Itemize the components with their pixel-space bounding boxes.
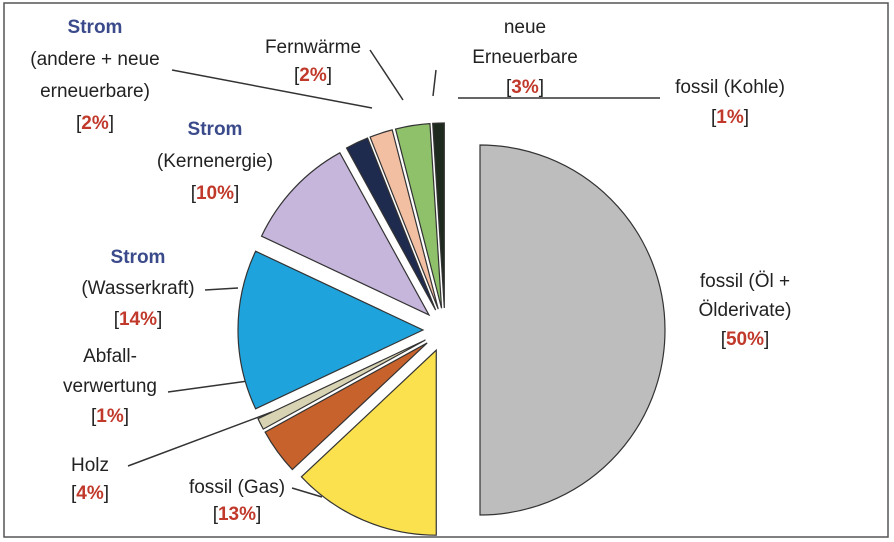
slice-label: Strom (Kernenergie) <box>157 119 273 172</box>
value-label: [50%] <box>721 329 770 350</box>
pie-slice <box>257 339 426 430</box>
leader-line <box>369 49 404 101</box>
pie-slice <box>345 137 437 311</box>
slice-label: fossil (Gas) <box>189 477 285 498</box>
value-part: 4% <box>76 483 104 504</box>
value-part: 13% <box>218 504 256 525</box>
label-line: Erneuerbare <box>472 47 578 68</box>
value-label: [1%] <box>91 406 129 427</box>
leader-line <box>291 487 323 498</box>
value-part: [ <box>213 504 219 525</box>
value-part: 3% <box>511 77 539 98</box>
slice-label: Strom (Wasserkraft) <box>81 247 194 299</box>
value-part: ] <box>157 309 162 330</box>
value-label: [14%] <box>114 309 163 330</box>
value-part: ] <box>764 329 769 350</box>
pie-slice <box>394 122 443 309</box>
leader-line <box>171 69 373 109</box>
label-line: fossil (Kohle) <box>675 77 785 98</box>
label-line: Strom <box>68 17 123 38</box>
value-part: 10% <box>196 183 234 204</box>
label-line: fossil (Öl + <box>700 271 790 292</box>
value-part: ] <box>327 65 332 86</box>
value-label: [1%] <box>711 107 749 128</box>
value-part: [ <box>721 329 727 350</box>
value-part: [ <box>71 483 77 504</box>
value-part: [ <box>114 309 120 330</box>
leader-line <box>127 411 273 467</box>
slice-label: Fernwärme <box>265 37 361 58</box>
slice-label: Strom (andere + neue erneuerbare) <box>30 17 159 102</box>
value-label: [4%] <box>71 483 109 504</box>
value-part: 2% <box>81 113 109 134</box>
leader-line <box>204 287 239 291</box>
slice-label: Holz <box>71 455 109 476</box>
slice-label: Abfall-verwertung <box>63 346 157 397</box>
value-part: ] <box>104 483 109 504</box>
label-line: (andere + neue <box>30 49 159 70</box>
pie-slice <box>432 122 445 309</box>
pie-slice <box>264 342 428 471</box>
value-part: ] <box>256 504 261 525</box>
value-part: ] <box>744 107 749 128</box>
value-label: [13%] <box>213 504 262 525</box>
value-label: [2%] <box>294 65 332 86</box>
value-part: [ <box>711 107 717 128</box>
value-part: [ <box>76 113 82 134</box>
frame <box>3 2 889 538</box>
leader-line <box>167 380 249 393</box>
pie-slice <box>237 250 425 410</box>
label-line: Strom <box>111 247 166 268</box>
value-part: [ <box>294 65 300 86</box>
value-part: ] <box>124 406 129 427</box>
value-label: [3%] <box>506 77 544 98</box>
label-line: neue <box>504 17 546 38</box>
leader-line <box>432 69 437 97</box>
value-label: [2%] <box>76 113 114 134</box>
value-part: 50% <box>726 329 764 350</box>
pie-slice <box>260 152 431 317</box>
value-part: 1% <box>716 107 744 128</box>
value-part: ] <box>234 183 239 204</box>
value-part: [ <box>191 183 197 204</box>
value-part: 2% <box>299 65 327 86</box>
slice-label: fossil (Kohle) <box>675 77 785 98</box>
label-line: fossil (Gas) <box>189 477 285 498</box>
label-line: Ölderivate) <box>699 300 792 321</box>
pie-slice <box>300 348 437 536</box>
label-line: (Kernenergie) <box>157 151 273 172</box>
pie-slice <box>479 144 666 516</box>
value-part: 1% <box>96 406 124 427</box>
slice-label: neue Erneuerbare <box>472 17 578 68</box>
label-line: erneuerbare) <box>40 81 150 102</box>
label-line: (Wasserkraft) <box>81 278 194 299</box>
value-part: [ <box>91 406 97 427</box>
value-part: 14% <box>119 309 157 330</box>
label-line: Holz <box>71 455 109 476</box>
value-part: ] <box>539 77 544 98</box>
value-part: [ <box>506 77 512 98</box>
label-line: Abfall- <box>83 346 137 367</box>
label-line: verwertung <box>63 376 157 397</box>
value-label: [10%] <box>191 183 240 204</box>
pie-slice <box>369 129 439 310</box>
value-part: ] <box>109 113 114 134</box>
label-line: Strom <box>188 119 243 140</box>
slice-label: fossil (Öl + Ölderivate) <box>699 271 792 321</box>
label-line: Fernwärme <box>265 37 361 58</box>
